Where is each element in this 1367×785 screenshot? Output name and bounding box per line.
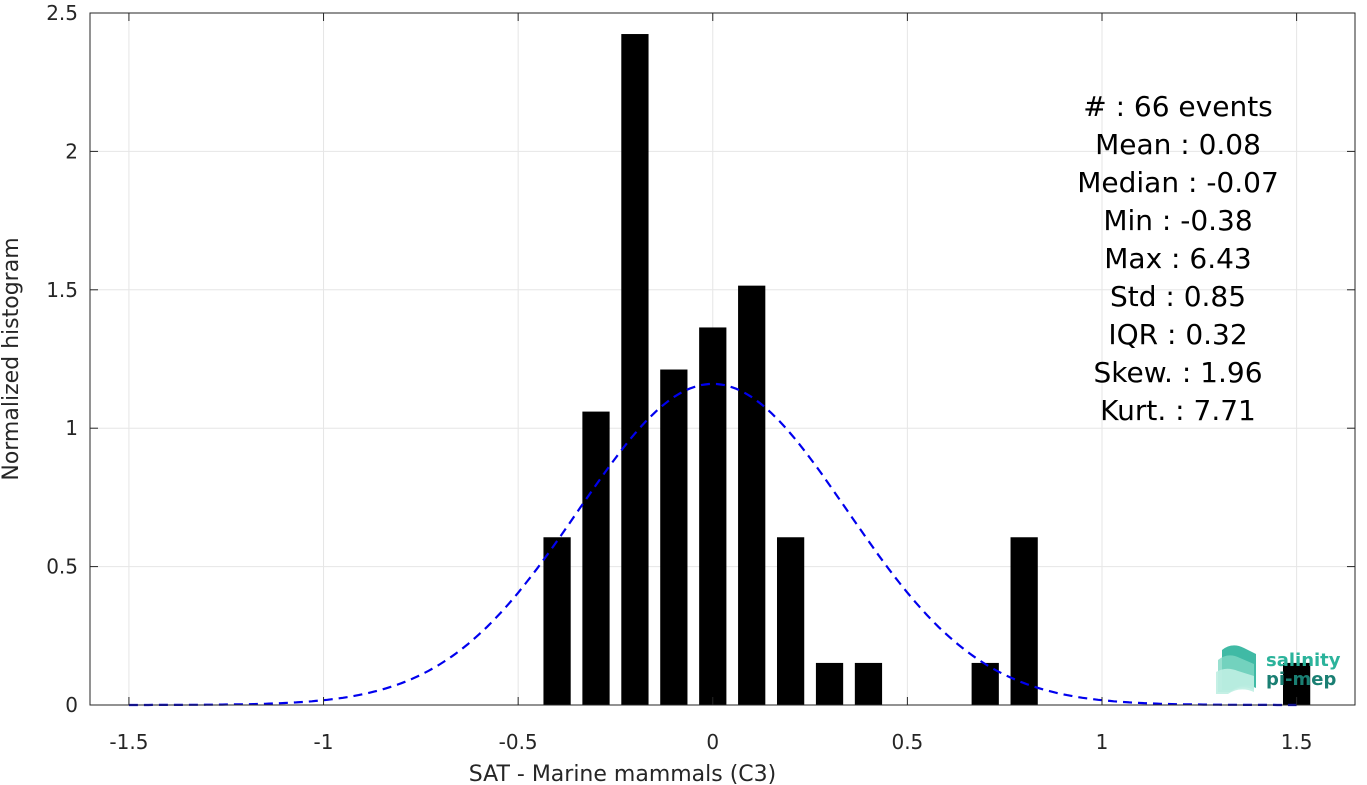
logo-waves-icon	[1216, 645, 1256, 694]
stat-separator: :	[1171, 128, 1198, 161]
histogram-bars	[543, 34, 1311, 705]
stat-line: Kurt. : 7.71	[1100, 394, 1256, 427]
x-tick-label: 1	[1096, 730, 1109, 754]
y-tick-label: 2	[65, 139, 78, 163]
y-tick-label: 2.5	[46, 1, 78, 25]
stat-line: IQR : 0.32	[1108, 318, 1247, 351]
x-tick-label: -1.5	[109, 730, 148, 754]
stat-value: -0.38	[1180, 204, 1252, 237]
histogram-bar	[1010, 537, 1038, 705]
histogram-bar	[854, 662, 883, 705]
stat-line: Skew. : 1.96	[1093, 356, 1262, 389]
stat-line: Mean : 0.08	[1095, 128, 1261, 161]
stat-label: Mean	[1095, 128, 1171, 161]
x-tick-labels: -1.5 -1 -0.5 0 0.5 1 1.5	[109, 730, 1312, 754]
stat-line: Std : 0.85	[1110, 280, 1246, 313]
stat-label: Min	[1103, 204, 1153, 237]
stat-value: 6.43	[1189, 242, 1251, 275]
histogram-bar	[543, 537, 571, 705]
stat-label: #	[1083, 90, 1106, 123]
stat-separator: :	[1162, 242, 1189, 275]
stat-value: 1.96	[1200, 356, 1262, 389]
salinity-pimep-logo: salinity pi-mep	[1216, 645, 1341, 694]
y-tick-label: 1.5	[46, 278, 78, 302]
y-tick-label: 1	[65, 416, 78, 440]
stat-separator: :	[1179, 166, 1206, 199]
stat-separator: :	[1173, 356, 1200, 389]
stat-separator: :	[1158, 318, 1185, 351]
y-tick-label: 0	[65, 693, 78, 717]
stat-line: Min : -0.38	[1103, 204, 1252, 237]
logo-line-2: pi-mep	[1266, 669, 1336, 690]
histogram-bar	[621, 34, 649, 705]
x-tick-label: -1	[314, 730, 334, 754]
histogram-bar	[660, 369, 688, 705]
stat-value: -0.07	[1206, 166, 1278, 199]
stat-label: Std	[1110, 280, 1157, 313]
x-tick-label: 0	[706, 730, 719, 754]
plot-frame	[89, 12, 1356, 706]
histogram-bar	[776, 537, 805, 705]
histogram-bar	[699, 327, 727, 705]
histogram-bar	[582, 411, 610, 705]
stat-value: 7.71	[1194, 394, 1256, 427]
stat-separator: :	[1156, 280, 1183, 313]
x-tick-label: 0.5	[891, 730, 923, 754]
stat-line: Median : -0.07	[1077, 166, 1279, 199]
stat-value: 66 events	[1134, 90, 1273, 123]
x-axis-label: SAT - Marine mammals (C3)	[469, 762, 777, 785]
stat-label: Max	[1104, 242, 1162, 275]
logo-line-1: salinity	[1266, 650, 1341, 671]
x-tick-label: 1.5	[1281, 730, 1313, 754]
y-tick-labels: 0 0.5 1 1.5 2 2.5	[46, 1, 78, 717]
stat-separator: :	[1153, 204, 1180, 237]
stat-label: Skew.	[1093, 356, 1172, 389]
stat-value: 0.85	[1184, 280, 1246, 313]
y-tick-label: 0.5	[46, 555, 78, 579]
stat-value: 0.08	[1199, 128, 1261, 161]
histogram-bar	[738, 285, 766, 705]
stat-line: Max : 6.43	[1104, 242, 1251, 275]
stat-label: Kurt.	[1100, 394, 1166, 427]
stat-label: Median	[1077, 166, 1179, 199]
x-tick-label: -0.5	[499, 730, 538, 754]
stat-separator: :	[1107, 90, 1134, 123]
y-axis-label: Normalized histogram	[0, 237, 24, 480]
histogram-bar	[815, 662, 844, 705]
stat-value: 0.32	[1185, 318, 1247, 351]
stat-label: IQR	[1108, 318, 1158, 351]
stats-annotation: # : 66 events Mean : 0.08 Median : -0.07 Mi…	[1077, 90, 1279, 427]
stat-line: # : 66 events	[1083, 90, 1273, 123]
axis-ticks	[90, 12, 1355, 706]
stat-separator: :	[1166, 394, 1193, 427]
